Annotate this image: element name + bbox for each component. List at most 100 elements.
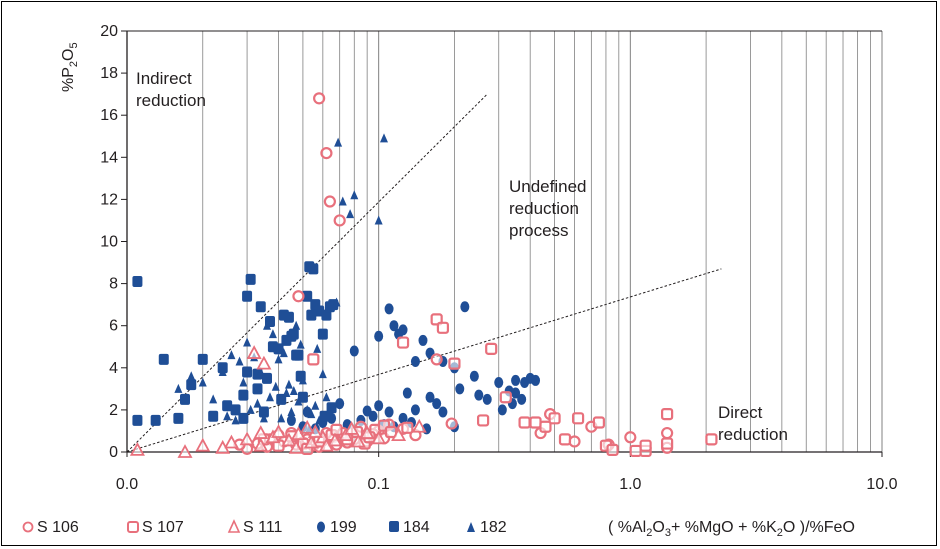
data-point — [246, 345, 262, 359]
data-point — [129, 442, 145, 456]
data-point — [327, 432, 343, 447]
data-point — [274, 354, 283, 364]
data-point — [287, 407, 296, 417]
data-point — [198, 377, 207, 387]
data-point — [410, 355, 420, 367]
data-point — [265, 392, 274, 402]
x-axis-label: ( %Al2O3+ %MgO + %K2O )/%FeO — [608, 519, 855, 539]
data-point — [469, 370, 479, 382]
data-point — [197, 353, 208, 365]
data-point — [174, 383, 183, 393]
data-point — [239, 431, 255, 446]
data-point — [350, 190, 359, 200]
y-tick-label: 16 — [100, 107, 118, 124]
data-point — [317, 328, 328, 340]
legend-marker — [127, 521, 139, 533]
data-point — [222, 400, 233, 412]
data-point — [445, 417, 458, 430]
data-point — [243, 337, 252, 347]
legend-label: 199 — [330, 519, 357, 536]
data-point — [425, 391, 435, 403]
y-axis-label: %P2O5 — [60, 42, 80, 92]
data-point — [253, 398, 262, 408]
data-point — [349, 345, 359, 357]
data-point — [320, 146, 333, 160]
data-point — [297, 391, 308, 403]
data-point — [242, 290, 253, 302]
x-tick-label: 0.0 — [116, 476, 138, 493]
data-point — [371, 430, 387, 445]
data-point — [548, 412, 561, 425]
data-point — [235, 356, 244, 366]
data-point — [255, 301, 266, 313]
y-tick-label: 10 — [100, 234, 118, 251]
data-point — [288, 439, 304, 454]
y-tick-label: 8 — [109, 276, 118, 293]
legend-marker — [467, 522, 475, 532]
legend-item: S 111 — [227, 519, 283, 536]
data-point — [323, 195, 336, 208]
data-point — [242, 366, 253, 378]
data-point — [531, 374, 541, 386]
data-point — [150, 414, 161, 426]
data-point — [558, 433, 572, 446]
data-point — [279, 348, 288, 358]
data-point — [379, 133, 388, 143]
data-point — [132, 414, 143, 426]
data-point — [497, 404, 507, 416]
legend-label: 182 — [480, 519, 507, 536]
legend-label: S 107 — [142, 519, 184, 536]
data-point — [402, 387, 412, 399]
boundary-line — [126, 268, 722, 453]
data-point — [313, 343, 322, 353]
data-point — [455, 383, 465, 395]
legend-item: S 107 — [127, 519, 184, 536]
data-point — [307, 353, 320, 366]
data-point — [294, 396, 303, 406]
data-point — [227, 350, 236, 360]
data-point — [374, 215, 383, 225]
data-point — [606, 443, 619, 456]
data-point — [418, 334, 428, 346]
data-point — [368, 410, 378, 422]
data-point — [256, 355, 272, 370]
data-point — [401, 421, 414, 434]
data-point — [158, 353, 169, 365]
boundary-line — [126, 93, 488, 453]
y-tick-label: 14 — [100, 149, 118, 166]
data-point — [187, 371, 196, 381]
data-point — [359, 425, 375, 439]
data-point — [391, 427, 407, 442]
data-point — [238, 389, 249, 401]
annotation: Indirect reduction — [136, 69, 206, 110]
data-point — [173, 412, 184, 424]
data-point — [208, 410, 219, 422]
x-tick-label: 0.1 — [368, 476, 390, 493]
data-point — [256, 367, 265, 377]
data-point — [258, 406, 269, 418]
data-point — [374, 400, 384, 412]
data-point — [306, 309, 317, 321]
data-point — [263, 320, 272, 330]
data-point — [315, 415, 324, 425]
legend-item: 184 — [389, 519, 430, 536]
data-point — [303, 434, 319, 449]
data-point — [215, 439, 231, 454]
legend-marker — [317, 521, 325, 533]
legend-item: S 106 — [22, 519, 79, 536]
data-point — [308, 263, 319, 275]
data-point — [438, 406, 448, 418]
data-point — [448, 357, 461, 370]
data-point — [432, 398, 442, 410]
data-point — [286, 414, 296, 426]
data-point — [271, 424, 287, 438]
data-point — [436, 321, 450, 334]
data-point — [223, 411, 232, 421]
data-point — [292, 320, 301, 330]
data-point — [321, 309, 332, 321]
data-point — [661, 426, 674, 440]
data-point — [209, 394, 218, 404]
data-point — [238, 412, 249, 424]
